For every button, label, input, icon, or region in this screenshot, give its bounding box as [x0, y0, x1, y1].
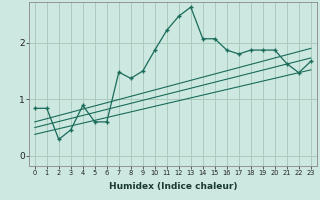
X-axis label: Humidex (Indice chaleur): Humidex (Indice chaleur) [108, 182, 237, 191]
